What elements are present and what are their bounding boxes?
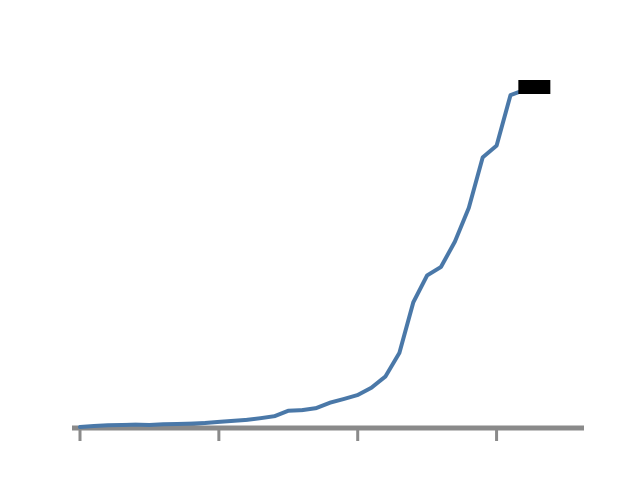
data-point bbox=[508, 93, 512, 97]
data-point bbox=[203, 421, 207, 425]
data-point bbox=[161, 422, 165, 426]
data-point bbox=[300, 408, 304, 412]
data-point bbox=[383, 374, 387, 378]
series-layer bbox=[78, 88, 527, 429]
data-point bbox=[189, 422, 193, 426]
data-point bbox=[147, 423, 151, 427]
data-point bbox=[314, 406, 318, 410]
data-point bbox=[356, 393, 360, 397]
data-point bbox=[106, 423, 110, 427]
data-point bbox=[259, 416, 263, 420]
data-point bbox=[411, 300, 415, 304]
data-point bbox=[467, 206, 471, 210]
data-point bbox=[328, 401, 332, 405]
data-point bbox=[425, 273, 429, 277]
label-layer bbox=[518, 80, 551, 94]
data-point bbox=[453, 240, 457, 244]
data-point bbox=[439, 265, 443, 269]
end-label bbox=[518, 80, 551, 94]
data-point bbox=[397, 351, 401, 355]
data-point bbox=[342, 397, 346, 401]
data-point bbox=[272, 414, 276, 418]
data-point bbox=[481, 155, 485, 159]
data-point bbox=[92, 424, 96, 428]
data-point bbox=[134, 423, 138, 427]
data-point bbox=[245, 418, 249, 422]
axis-layer bbox=[72, 425, 584, 441]
end-label-background bbox=[518, 80, 551, 94]
data-point bbox=[175, 422, 179, 426]
data-point bbox=[231, 419, 235, 423]
data-point bbox=[370, 386, 374, 390]
data-point bbox=[78, 425, 82, 429]
data-point bbox=[495, 144, 499, 148]
series-line bbox=[78, 88, 527, 429]
data-point bbox=[120, 423, 124, 427]
data-point bbox=[286, 409, 290, 413]
data-point bbox=[217, 420, 221, 424]
